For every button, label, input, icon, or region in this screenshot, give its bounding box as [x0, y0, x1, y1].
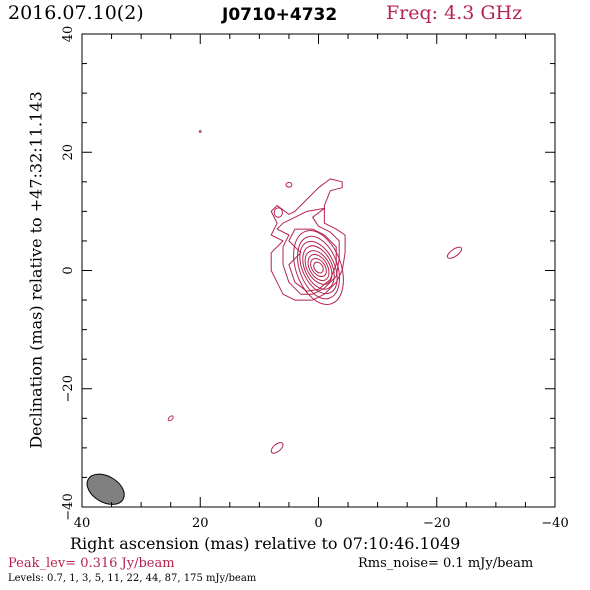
tick-layer: 40 20 0 −20 −40 −40 −20 0 20 40: [61, 26, 569, 531]
y-tick-label: 0: [61, 266, 76, 274]
plot-frame: [81, 33, 556, 508]
contour-island-3: [167, 415, 174, 422]
rms-noise-text: Rms_noise= 0.1 mJy/beam: [358, 556, 534, 571]
y-tick-label: 20: [61, 144, 76, 161]
contour-core-7: [313, 261, 324, 274]
contour-core-5: [307, 253, 330, 282]
y-tick-label: −20: [61, 375, 76, 402]
contour-core-0: [293, 230, 344, 305]
x-tick-label: −20: [423, 516, 450, 531]
x-tick-label: 20: [192, 516, 209, 531]
beam-ellipse: [86, 473, 125, 505]
header-date: 2016.07.10(2): [8, 2, 144, 24]
x-tick-label: 0: [314, 516, 322, 531]
contour-island-4: [270, 442, 284, 454]
contour-core-6: [310, 258, 327, 278]
contour-island-2: [446, 246, 463, 259]
contour-island-1: [273, 207, 283, 218]
contour-island-0: [285, 181, 293, 188]
y-tick-label: −40: [61, 493, 76, 520]
contour-layer: [167, 130, 463, 454]
y-axis-label: Declination (mas) relative to +47:32:11.…: [26, 91, 46, 449]
contour-core-3: [302, 245, 335, 290]
header-frequency: Freq: 4.3 GHz: [386, 2, 523, 24]
contour-core-2: [299, 240, 338, 295]
x-axis-label: Right ascension (mas) relative to 07:10:…: [70, 534, 461, 553]
contour-core-1: [297, 235, 340, 300]
x-tick-label: 40: [74, 516, 91, 531]
beam-layer: [86, 473, 125, 505]
contour-outer-1: [276, 207, 340, 295]
header-source: J0710+4732: [222, 5, 338, 25]
x-tick-label: −40: [541, 516, 568, 531]
y-tick-label: 40: [61, 26, 76, 43]
contour-island-5: [198, 130, 202, 133]
peak-level-text: Peak_lev= 0.316 Jy/beam: [8, 556, 175, 571]
contour-core-4: [304, 250, 333, 285]
contour-outer-2: [288, 228, 337, 292]
levels-text: Levels: 0.7, 1, 3, 5, 11, 22, 44, 87, 17…: [8, 573, 257, 584]
